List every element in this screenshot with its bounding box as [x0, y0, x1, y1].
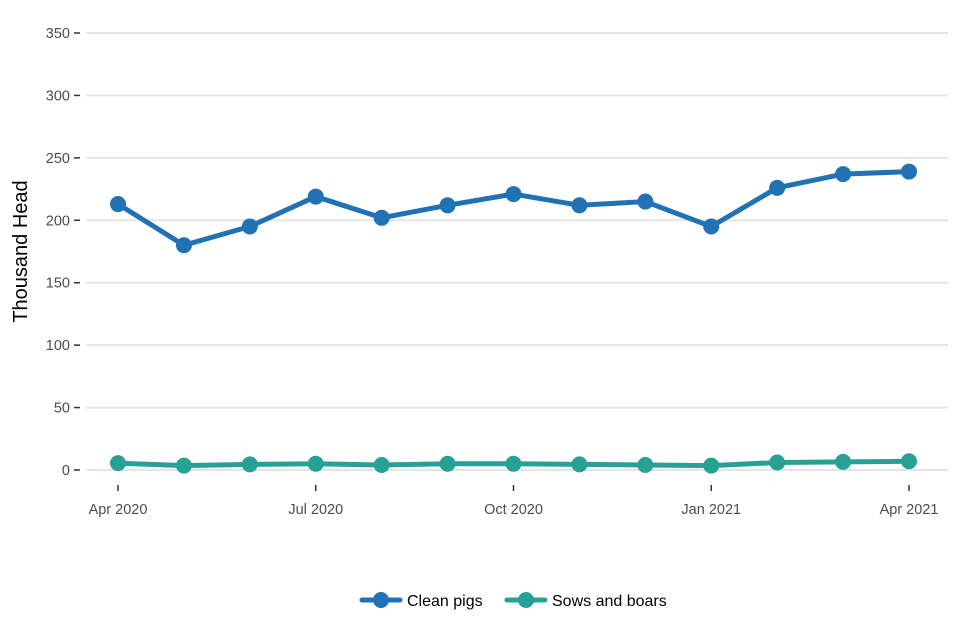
data-point — [439, 197, 456, 214]
data-point — [901, 163, 917, 180]
data-point — [637, 457, 654, 474]
data-point — [901, 453, 917, 470]
y-axis: 0 50 100 150 200 250 300 350 — [46, 26, 80, 479]
gridlines — [86, 32, 948, 471]
data-point — [703, 457, 720, 474]
data-point — [307, 455, 324, 472]
data-point — [110, 196, 126, 213]
data-point — [769, 179, 786, 196]
x-tick-label: Oct 2020 — [484, 502, 543, 518]
legend-label: Clean pigs — [407, 593, 483, 610]
legend: Clean pigs Sows and boars — [359, 592, 667, 610]
series-layer — [110, 163, 917, 474]
legend-swatch-point — [373, 592, 389, 608]
x-tick-label: Jul 2020 — [288, 502, 343, 518]
y-tick-label: 200 — [46, 213, 70, 229]
data-point — [571, 197, 588, 214]
data-point — [241, 218, 258, 235]
y-tick-label: 0 — [62, 463, 70, 479]
data-point — [835, 166, 852, 183]
data-point — [307, 188, 324, 205]
data-point — [505, 455, 522, 472]
y-tick-label: 250 — [46, 151, 70, 167]
data-point — [703, 218, 720, 235]
data-point — [373, 209, 390, 226]
data-point — [769, 454, 786, 471]
legend-swatch-point — [518, 592, 534, 608]
y-tick-label: 300 — [46, 88, 70, 104]
data-point — [373, 457, 390, 474]
y-axis-title: Thousand Head — [10, 180, 32, 322]
data-point — [571, 456, 588, 473]
data-point — [637, 193, 654, 210]
series-clean-pigs — [110, 163, 917, 254]
x-tick-label: Apr 2020 — [89, 502, 148, 518]
data-point — [175, 457, 192, 474]
y-tick-label: 150 — [46, 276, 70, 292]
y-tick-label: 100 — [46, 338, 70, 354]
series-sows-and-boars — [110, 453, 917, 474]
data-point — [505, 186, 522, 203]
legend-item: Clean pigs — [359, 592, 483, 610]
legend-label: Sows and boars — [552, 593, 667, 610]
legend-item: Sows and boars — [504, 592, 667, 610]
x-tick-label: Apr 2021 — [880, 502, 939, 518]
data-point — [241, 456, 258, 473]
data-point — [835, 453, 852, 470]
x-tick-label: Jan 2021 — [681, 502, 741, 518]
series-line — [115, 169, 912, 248]
y-tick-label: 50 — [54, 401, 70, 417]
data-point — [110, 455, 126, 472]
data-point — [439, 455, 456, 472]
x-axis: Apr 2020 Jul 2020 Oct 2020 Jan 2021 Apr 2021 — [89, 485, 939, 518]
data-point — [175, 237, 192, 254]
y-tick-label: 350 — [46, 26, 70, 42]
